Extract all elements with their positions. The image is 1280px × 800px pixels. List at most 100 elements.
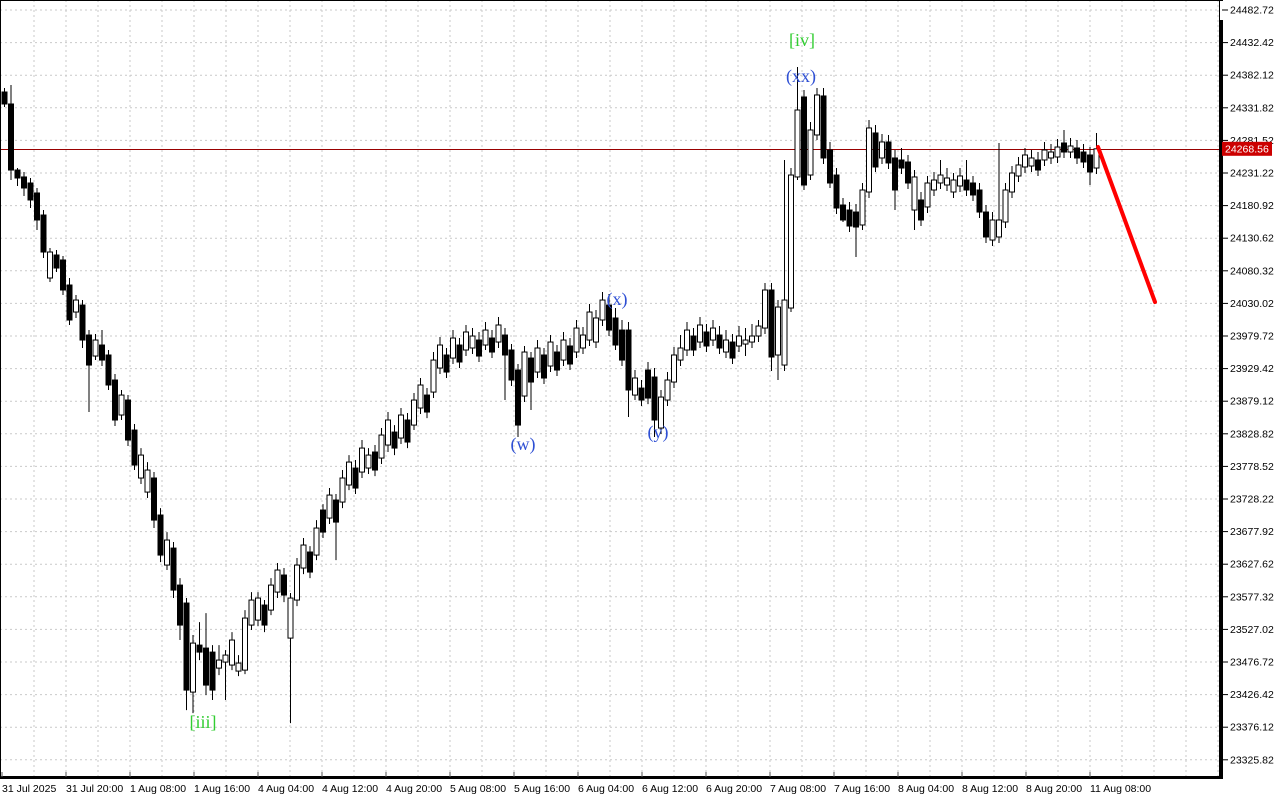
time-axis-label: 1 Aug 16:00 xyxy=(194,783,250,795)
price-axis-label: 23376.12 xyxy=(1230,722,1274,734)
candle-bull xyxy=(255,597,261,621)
candle-bear xyxy=(99,344,105,361)
price-axis-label: 24080.32 xyxy=(1230,265,1274,277)
candle-bull xyxy=(242,617,248,671)
forecast-trendline[interactable] xyxy=(1096,145,1157,304)
wave-label[interactable]: [iv] xyxy=(789,30,815,50)
candle-bear xyxy=(391,431,398,449)
candle-bear xyxy=(8,103,14,171)
price-axis-rail[interactable] xyxy=(1219,20,1223,779)
time-axis-label: 8 Aug 04:00 xyxy=(898,783,954,795)
candle-bear xyxy=(729,341,736,359)
candle-bull xyxy=(1054,146,1061,158)
wave-label[interactable]: (xx) xyxy=(786,66,816,87)
candle-bear xyxy=(801,96,807,186)
candle-bull xyxy=(138,454,144,479)
time-axis-label: 5 Aug 08:00 xyxy=(450,783,506,795)
candle-bull xyxy=(417,384,424,409)
price-axis-label: 23325.82 xyxy=(1230,754,1274,766)
candle-bull xyxy=(599,299,606,321)
candle-bull xyxy=(346,461,352,486)
candle-bear xyxy=(372,451,378,471)
time-axis-label: 4 Aug 12:00 xyxy=(322,783,378,795)
wave-label[interactable]: (w) xyxy=(511,434,536,455)
candle-bear xyxy=(645,369,651,399)
candle-bull xyxy=(749,335,755,343)
candle-bull xyxy=(677,347,684,361)
candle-bull xyxy=(437,344,443,369)
candle-bear xyxy=(203,647,209,686)
candle-bear xyxy=(183,602,190,691)
wave-label[interactable]: [iii] xyxy=(190,712,217,732)
candle-bull xyxy=(580,334,586,349)
candle-bull xyxy=(274,569,281,593)
time-axis-label: 4 Aug 04:00 xyxy=(258,783,314,795)
price-axis-label: 23879.12 xyxy=(1230,396,1274,408)
candle-bear xyxy=(489,337,495,353)
time-axis-label: 7 Aug 16:00 xyxy=(834,783,890,795)
candle-bear xyxy=(554,351,560,371)
candle-bull xyxy=(1048,151,1054,159)
candle-bull xyxy=(658,396,664,429)
forecast-line[interactable] xyxy=(1096,145,1157,304)
current-price-tag-label: 24268.56 xyxy=(1225,143,1269,155)
candle-bear xyxy=(638,387,645,401)
candle-bear xyxy=(281,574,287,596)
candle-bear xyxy=(768,289,775,358)
time-axis-label: 31 Jul 20:00 xyxy=(66,783,123,795)
candle-bear xyxy=(1,91,8,105)
candle-bull xyxy=(385,419,391,446)
candle-bear xyxy=(970,182,976,196)
candle-bear xyxy=(125,399,131,441)
candle-bull xyxy=(287,597,294,639)
candle-bear xyxy=(27,182,34,201)
candle-bull xyxy=(586,311,593,341)
candle-bull xyxy=(235,662,242,672)
candle-bear xyxy=(541,354,547,379)
candle-bull xyxy=(294,564,300,601)
candle-bear xyxy=(515,369,521,426)
candle-bull xyxy=(229,639,235,666)
candle-bull xyxy=(118,394,125,416)
time-axis-label: 11 Aug 08:00 xyxy=(1090,783,1151,795)
candle-bull xyxy=(222,654,229,663)
candle-bull xyxy=(879,141,885,159)
candle-bear xyxy=(606,304,612,331)
candle-bull xyxy=(534,347,541,373)
candle-bear xyxy=(352,467,359,489)
price-axis[interactable]: 24482.7224432.4224382.1224331.8224281.52… xyxy=(1222,5,1274,767)
price-axis-label: 23778.52 xyxy=(1230,461,1274,473)
candle-bull xyxy=(73,299,79,313)
candle-bull xyxy=(944,177,950,186)
candle-bull xyxy=(450,337,456,359)
wave-label[interactable]: (x) xyxy=(607,289,628,310)
candle-bear xyxy=(307,551,313,573)
time-axis[interactable]: 31 Jul 2025 31 Jul 20:00 1 Aug 08:00 1 Aug … xyxy=(1,772,1151,795)
candle-bear xyxy=(112,379,118,421)
time-axis-label: 31 Jul 2025 xyxy=(2,783,56,795)
price-axis-label: 23929.42 xyxy=(1230,363,1274,375)
time-axis-rail[interactable] xyxy=(0,776,1223,779)
candle-bull xyxy=(482,329,489,346)
candle-bull xyxy=(1009,172,1015,193)
candle-bear xyxy=(170,547,177,591)
wave-label[interactable]: (y) xyxy=(648,422,669,443)
price-axis-label: 24130.62 xyxy=(1230,233,1274,245)
candle-bear xyxy=(456,344,463,363)
candle-bear xyxy=(651,376,658,421)
candle-bull xyxy=(807,129,814,176)
candle-bear xyxy=(846,209,853,227)
candle-bull xyxy=(911,176,918,211)
candle-bear xyxy=(404,419,411,443)
time-axis-label: 5 Aug 16:00 xyxy=(514,783,570,795)
candle-bear xyxy=(528,357,534,383)
time-axis-label: 1 Aug 08:00 xyxy=(130,783,186,795)
candle-bull xyxy=(1015,164,1022,177)
candle-bear xyxy=(476,339,482,357)
candle-bull xyxy=(144,469,151,493)
candle-bear xyxy=(703,331,710,347)
candle-bear xyxy=(827,149,833,184)
candle-bull xyxy=(1041,149,1048,161)
candle-bear xyxy=(567,345,573,365)
